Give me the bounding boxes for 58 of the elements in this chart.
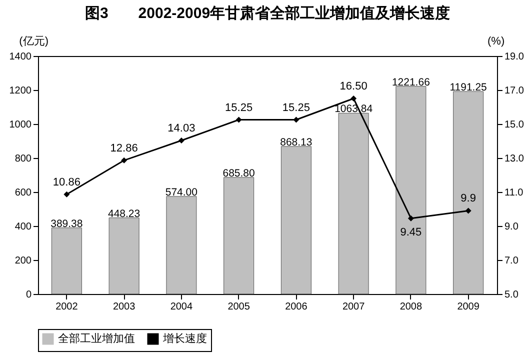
bar [338,112,369,294]
data-label: 10.86 [52,176,80,188]
y-tick-label: 600 [14,188,32,198]
y2-tick-label: 9.0 [504,222,519,232]
y-tick-label: 400 [14,222,32,232]
point [350,96,357,102]
y-tick-label: 1200 [9,86,32,96]
data-label: 389.38 [50,218,83,230]
y-tick-label: 1000 [9,120,32,130]
data-label: 12.86 [110,142,138,154]
point [178,137,184,144]
point [465,208,472,214]
x-tick-label: 2004 [170,302,193,312]
y-tick-label: 800 [14,154,32,164]
y2-tick-label: 13.0 [504,154,524,164]
legend-label: 全部工业增加值 [58,332,135,345]
x-tick-label: 2007 [342,302,366,312]
data-label: 574.00 [165,186,198,198]
legend-label: 增长速度 [162,332,207,345]
data-label: 9.45 [400,226,422,238]
data-label: 448.23 [108,208,140,220]
point [121,157,128,164]
data-label: 1221.66 [392,76,430,88]
x-tick-label: 2003 [112,302,136,312]
y2-tick-label: 15.0 [504,120,524,130]
data-label: 1191.25 [450,81,488,94]
y2-tick-label: 7.0 [504,256,519,266]
x-tick-label: 2009 [457,302,480,312]
bar [51,228,82,294]
bar [453,91,484,294]
y2-tick-label: 17.0 [504,86,524,96]
x-tick-label: 2002 [56,302,78,312]
y2-axis-title: (%) [488,36,505,48]
data-label: 9.9 [460,192,476,205]
point [64,191,70,198]
y-axis-title: (亿元) [19,36,48,48]
x-tick-label: 2008 [400,302,422,312]
y2-tick-label: 11.0 [504,188,524,198]
point [408,215,414,222]
data-label: 14.03 [168,122,196,134]
data-label: 16.50 [340,80,368,92]
x-tick-label: 2005 [228,302,250,312]
y-tick-label: 0 [26,290,32,300]
data-label: 15.25 [282,102,310,114]
y-tick-label: 1400 [9,52,32,62]
data-label: 15.25 [225,102,253,114]
y-tick-label: 200 [14,256,32,266]
bar [396,86,426,294]
data-label: 868.13 [280,136,312,148]
data-label: 685.80 [222,167,256,180]
bar [166,196,197,294]
bar [108,218,140,294]
y2-tick-label: 5.0 [504,290,519,300]
bar [224,177,254,294]
chart-title: 图3 2002-2009年甘肃省全部工业增加值及增长速度 [84,4,450,22]
bar [280,146,312,294]
y2-tick-label: 19.0 [504,52,524,62]
x-tick-label: 2006 [285,302,308,312]
